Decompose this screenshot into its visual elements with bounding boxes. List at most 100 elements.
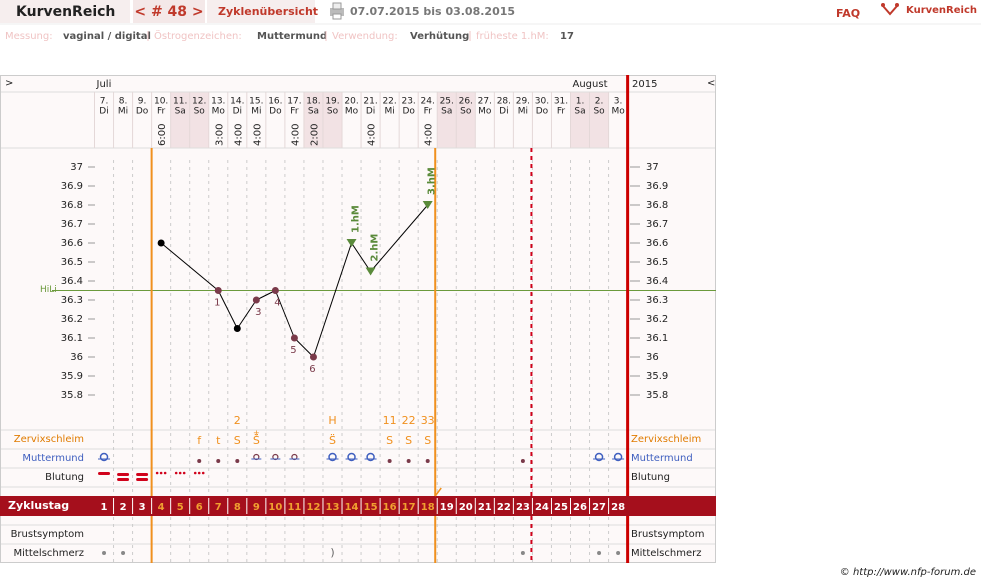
symbol: 22 (402, 414, 416, 427)
chart-frame (0, 75, 716, 563)
y-tick-label: 35.9 (61, 371, 83, 382)
temperature-point (252, 296, 260, 304)
y-tick-label-right: 36.2 (646, 314, 668, 325)
measure-time: 4:00 (233, 124, 244, 146)
cycle-day: 8 (234, 502, 241, 513)
print-icon[interactable] (330, 2, 344, 20)
temperature-segment (370, 204, 429, 272)
weekend-shade (437, 92, 457, 148)
nav-next[interactable]: < (707, 78, 715, 89)
y-tick-label-right: 36.7 (646, 219, 668, 230)
cycle-day: 13 (326, 502, 340, 513)
cervix-dot (425, 459, 430, 463)
cycle-day: 12 (306, 502, 320, 513)
bleeding-mark (98, 472, 111, 475)
bleeding-mark (117, 473, 130, 476)
y-tick-label-right: 36.8 (646, 200, 668, 211)
measure-time: 4:00 (252, 124, 263, 146)
nav-prev[interactable]: > (5, 78, 13, 89)
cycle-day: 1 (101, 502, 108, 513)
date-label: 13. (211, 97, 225, 107)
weekday-label: Mi (118, 107, 128, 117)
weekday-label: Do (536, 107, 549, 117)
cycle-day: 19 (440, 502, 454, 513)
weekend-shade (456, 92, 476, 148)
month-label: August (573, 79, 608, 90)
weekend-shade (170, 92, 190, 148)
date-label: 9. (138, 97, 147, 107)
pain-dot (102, 551, 107, 555)
logo-icon (881, 3, 899, 16)
cervix-open (347, 452, 356, 462)
measure-time: 3:00 (214, 124, 225, 146)
date-label: 3. (614, 97, 623, 107)
weekday-label: Mi (384, 107, 394, 117)
date-range: 07.07.2015 bis 03.08.2015 (350, 5, 515, 18)
overview-box[interactable] (207, 0, 315, 23)
weekend-shade (570, 92, 590, 148)
cycle-day: 9 (253, 502, 260, 513)
bleeding-dot (197, 471, 201, 475)
year-label: 2015 (632, 79, 657, 90)
cycle-day: 11 (287, 502, 301, 513)
hm-label: 3.hM (427, 167, 438, 195)
nav-box[interactable] (133, 0, 205, 23)
weekday-label: So (327, 107, 339, 117)
pain-mark: ) (330, 546, 334, 559)
month-label: Juli (96, 79, 112, 90)
weekday-label: Do (269, 107, 282, 117)
weekend-shade (589, 92, 609, 148)
cervix-open (613, 452, 623, 462)
cycle-day: 3 (139, 502, 146, 513)
cervix-open (594, 452, 604, 462)
overview-link[interactable]: Zyklenübersicht (218, 5, 318, 18)
cycle-day: 5 (177, 502, 184, 513)
pain-dot (597, 551, 602, 555)
logo-text: KurvenReich (906, 5, 977, 16)
mucus-value: S̈ (253, 434, 260, 447)
date-label: 26. (459, 97, 473, 107)
weekday-label: Di (499, 107, 508, 117)
temperature-point (233, 325, 241, 332)
date-label: 31. (554, 97, 568, 107)
y-tick-label: 36.8 (61, 200, 83, 211)
date-label: 10. (154, 97, 168, 107)
cycle-day: 16 (383, 502, 397, 513)
weekday-label: Mo (611, 107, 625, 117)
cycle-day: 4 (158, 502, 165, 513)
date-label: 15. (249, 97, 263, 107)
info-line: Messung: vaginal / digital Östrogenzeichen… (5, 29, 574, 42)
date-label: 25. (440, 97, 454, 107)
row-label-right: Blutung (631, 472, 670, 483)
weekday-label: Mo (212, 107, 226, 117)
weekday-label: So (460, 107, 472, 117)
y-tick-label: 36.2 (61, 314, 83, 325)
y-tick-label: 36.3 (61, 295, 83, 306)
cycle-nav[interactable]: < # 48 > (134, 4, 203, 20)
bleeding-dot (201, 471, 205, 475)
footer: © http://www.nfp-forum.de (840, 567, 976, 578)
cycle-day: 27 (592, 502, 606, 513)
y-tick-label: 36.9 (61, 181, 83, 192)
point-label: 5 (290, 345, 296, 356)
y-tick-label: 37 (70, 162, 83, 173)
date-label: 17. (287, 97, 301, 107)
cycle-day: 26 (573, 502, 587, 513)
y-tick-label-right: 36.5 (646, 257, 668, 268)
weekday-label: So (194, 107, 206, 117)
cycle-day: 24 (535, 502, 549, 513)
measure-time: 4:00 (290, 124, 301, 146)
measure-time: 4:00 (367, 124, 378, 146)
weekend-shade (303, 92, 323, 148)
mucus-value: f (197, 434, 202, 447)
cervix-dot (197, 459, 202, 463)
cycle-day: 23 (516, 502, 530, 513)
measure-time: 2:00 (309, 124, 320, 146)
cycle-band (0, 496, 716, 516)
y-tick-label-right: 36.4 (646, 276, 668, 287)
faq-link[interactable]: FAQ (836, 7, 860, 20)
cervix-open (328, 452, 337, 462)
row-label-right: Muttermund (631, 453, 693, 464)
point-label: 3 (255, 307, 261, 318)
